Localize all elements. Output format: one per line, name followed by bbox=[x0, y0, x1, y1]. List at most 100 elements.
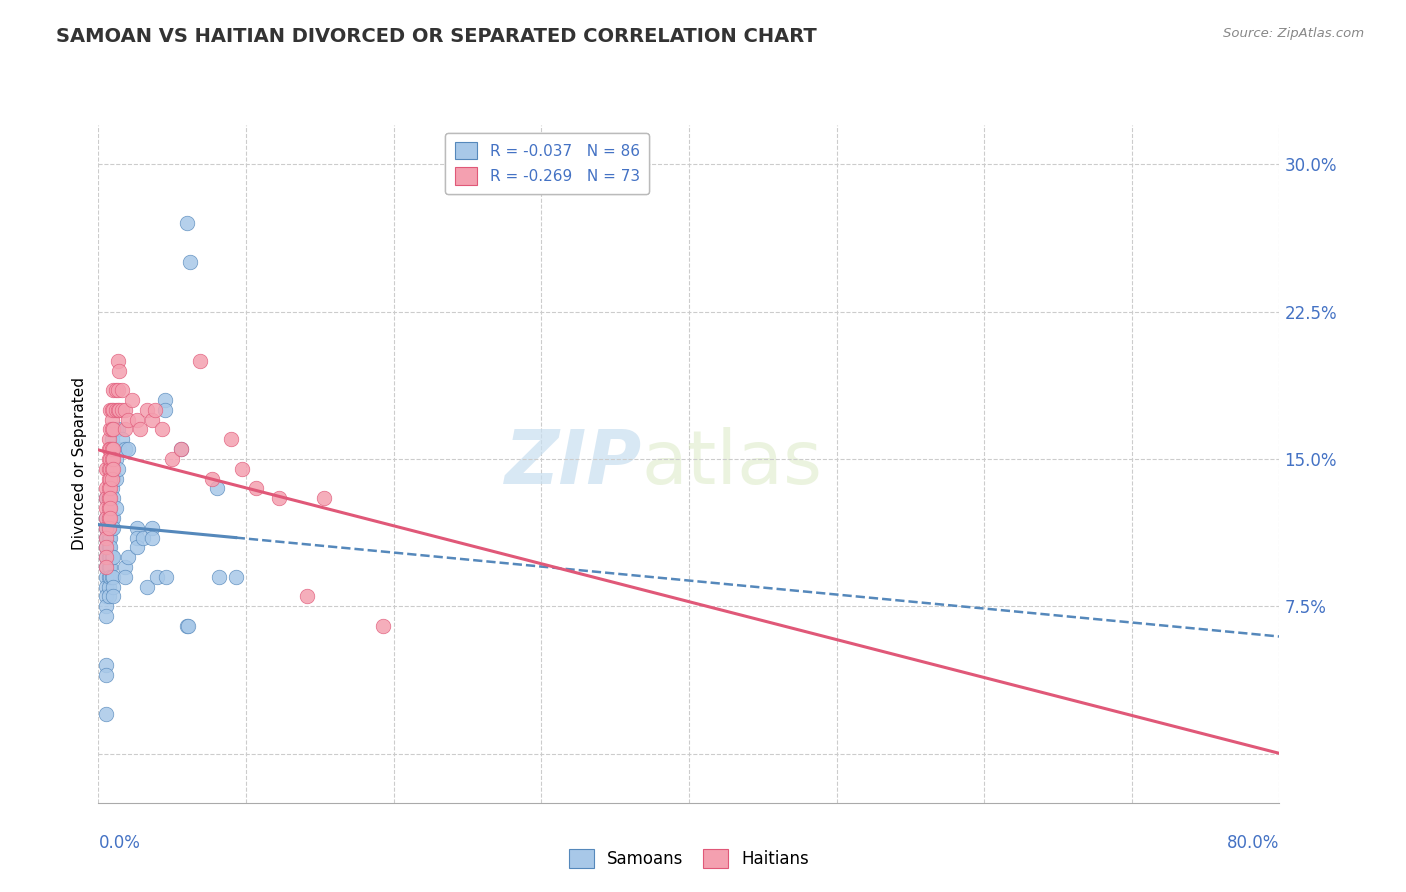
Point bbox=[208, 570, 231, 584]
Point bbox=[267, 491, 290, 506]
Point bbox=[103, 580, 125, 594]
Point bbox=[103, 570, 125, 584]
Point bbox=[125, 412, 148, 426]
Point bbox=[98, 462, 121, 476]
Point bbox=[94, 599, 117, 614]
Text: atlas: atlas bbox=[641, 427, 823, 500]
Point bbox=[97, 451, 120, 466]
Point bbox=[100, 402, 122, 417]
Point bbox=[94, 541, 117, 555]
Point bbox=[98, 442, 121, 456]
Point bbox=[146, 570, 169, 584]
Point bbox=[98, 491, 121, 506]
Point bbox=[97, 491, 120, 506]
Point bbox=[94, 482, 117, 496]
Point bbox=[125, 521, 148, 535]
Point bbox=[100, 472, 122, 486]
Point bbox=[179, 255, 201, 269]
Point bbox=[176, 619, 198, 633]
Point bbox=[97, 590, 120, 604]
Point bbox=[225, 570, 247, 584]
Point bbox=[97, 511, 120, 525]
Point bbox=[103, 550, 125, 565]
Point bbox=[97, 462, 120, 476]
Point bbox=[107, 462, 129, 476]
Point bbox=[162, 451, 183, 466]
Point bbox=[97, 511, 120, 525]
Point bbox=[155, 570, 177, 584]
Point bbox=[205, 482, 228, 496]
Point bbox=[176, 216, 198, 230]
Y-axis label: Divorced or Separated: Divorced or Separated bbox=[72, 377, 87, 550]
Point bbox=[103, 491, 125, 506]
Point bbox=[100, 511, 122, 525]
Point bbox=[107, 402, 129, 417]
Point bbox=[97, 491, 120, 506]
Point bbox=[98, 501, 121, 516]
Point bbox=[125, 541, 148, 555]
Point bbox=[98, 560, 121, 574]
Point bbox=[153, 402, 176, 417]
Text: 80.0%: 80.0% bbox=[1227, 834, 1279, 852]
Point bbox=[188, 353, 211, 368]
Point bbox=[136, 402, 159, 417]
Point bbox=[94, 560, 117, 574]
Point bbox=[111, 383, 134, 397]
Point bbox=[100, 550, 122, 565]
Point bbox=[121, 392, 143, 407]
Point bbox=[100, 472, 122, 486]
Point bbox=[94, 658, 117, 673]
Point bbox=[117, 442, 139, 456]
Point bbox=[105, 501, 128, 516]
Point bbox=[94, 501, 117, 516]
Point bbox=[98, 541, 121, 555]
Point bbox=[94, 707, 117, 722]
Point bbox=[98, 511, 121, 525]
Point bbox=[141, 531, 163, 545]
Point bbox=[136, 580, 159, 594]
Point bbox=[143, 402, 166, 417]
Point bbox=[98, 521, 121, 535]
Point bbox=[94, 550, 117, 565]
Point bbox=[117, 412, 139, 426]
Point bbox=[97, 442, 120, 456]
Point bbox=[94, 570, 117, 584]
Point bbox=[108, 442, 131, 456]
Point bbox=[97, 570, 120, 584]
Point bbox=[219, 432, 242, 446]
Point bbox=[100, 521, 122, 535]
Point bbox=[98, 570, 121, 584]
Point bbox=[245, 482, 267, 496]
Point bbox=[94, 580, 117, 594]
Point bbox=[94, 462, 117, 476]
Point bbox=[100, 422, 122, 436]
Point bbox=[111, 402, 134, 417]
Point bbox=[97, 521, 120, 535]
Point bbox=[98, 482, 121, 496]
Point bbox=[94, 590, 117, 604]
Point bbox=[103, 511, 125, 525]
Point bbox=[97, 580, 120, 594]
Point bbox=[94, 491, 117, 506]
Point bbox=[100, 442, 122, 456]
Point bbox=[98, 531, 121, 545]
Point bbox=[100, 462, 122, 476]
Point bbox=[103, 462, 125, 476]
Point bbox=[105, 472, 128, 486]
Point bbox=[103, 402, 125, 417]
Point bbox=[100, 432, 122, 446]
Point bbox=[94, 541, 117, 555]
Point bbox=[97, 550, 120, 565]
Point bbox=[97, 482, 120, 496]
Point bbox=[103, 442, 125, 456]
Point bbox=[117, 550, 139, 565]
Point bbox=[177, 619, 200, 633]
Point bbox=[100, 570, 122, 584]
Text: SAMOAN VS HAITIAN DIVORCED OR SEPARATED CORRELATION CHART: SAMOAN VS HAITIAN DIVORCED OR SEPARATED … bbox=[56, 27, 817, 45]
Point bbox=[114, 560, 136, 574]
Point bbox=[100, 451, 122, 466]
Point bbox=[153, 392, 176, 407]
Point bbox=[125, 531, 148, 545]
Point bbox=[97, 432, 120, 446]
Point bbox=[103, 383, 125, 397]
